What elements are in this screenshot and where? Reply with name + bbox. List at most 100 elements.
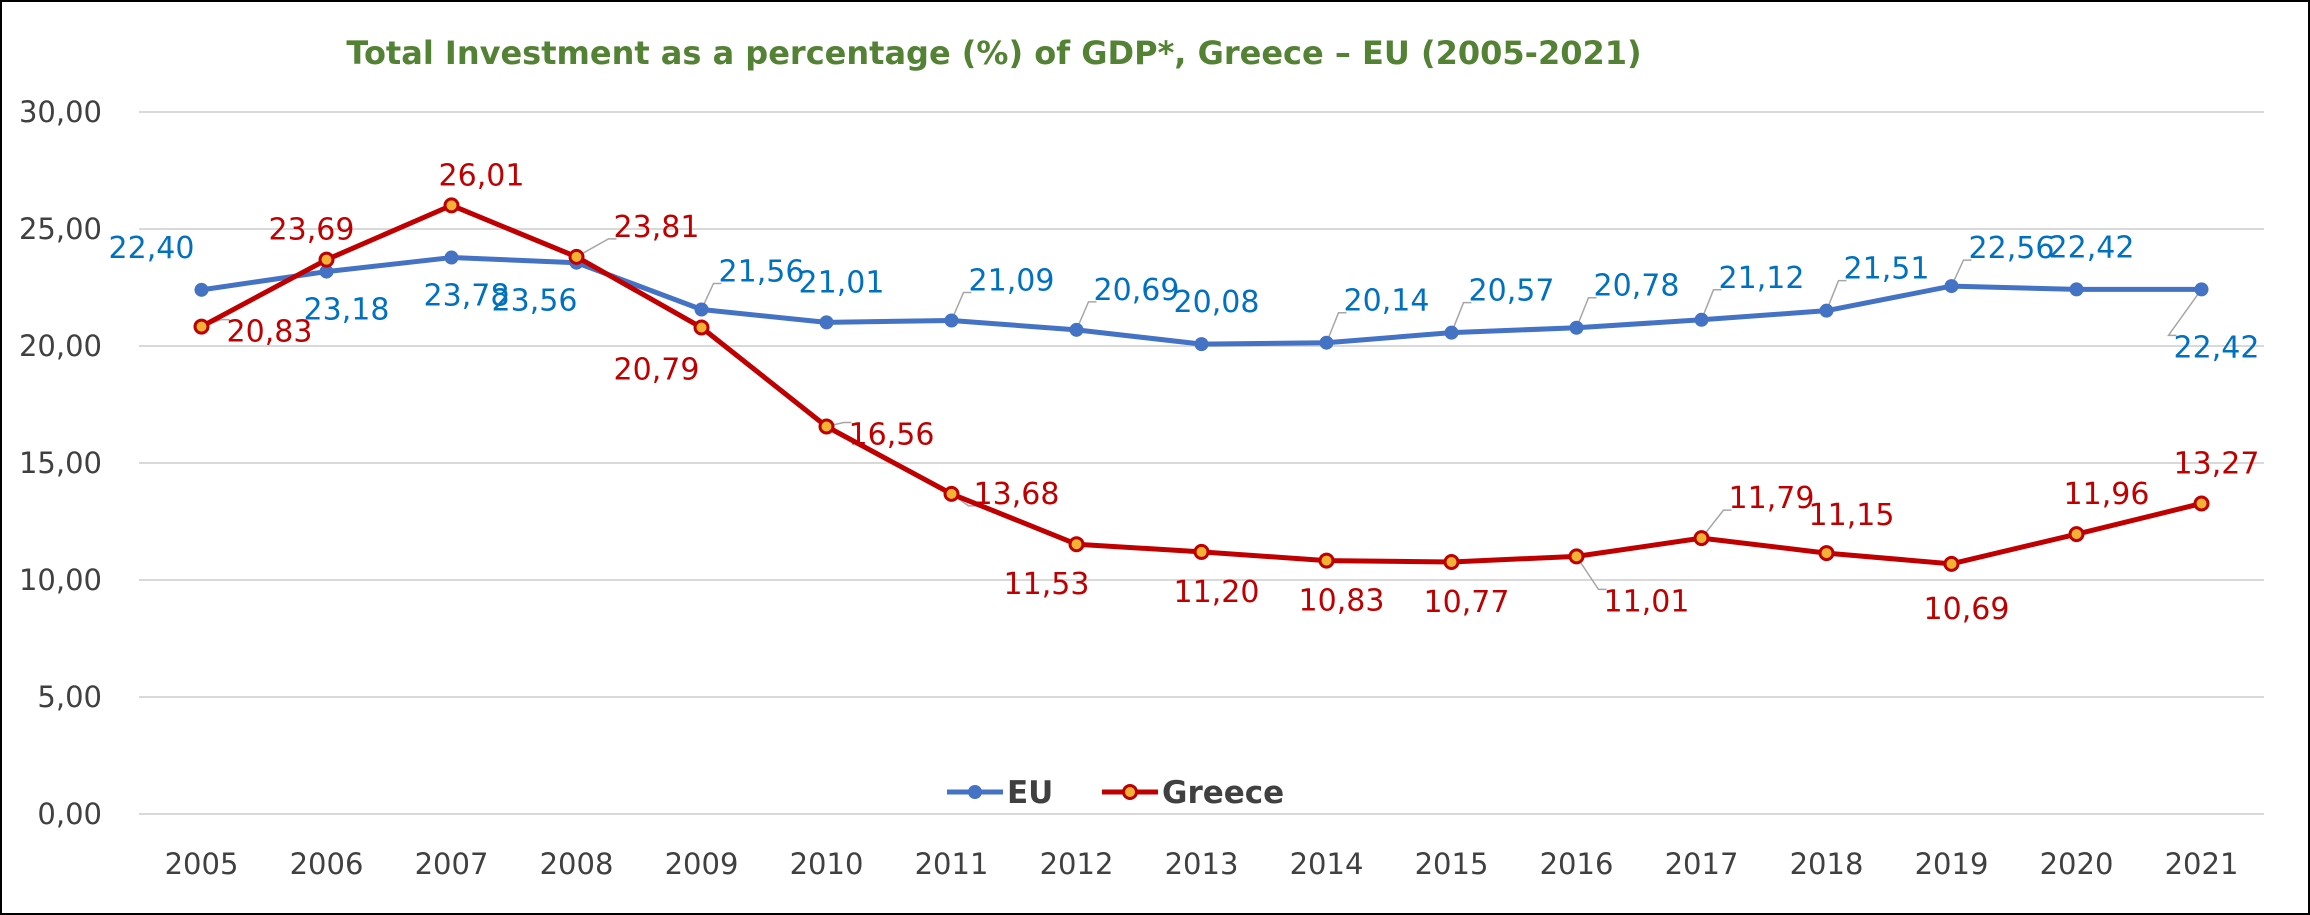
x-tick-label: 2021 xyxy=(2165,847,2239,881)
eu-legend-marker xyxy=(968,785,982,799)
y-tick-label: 25,00 xyxy=(19,212,102,246)
y-axis: 0,00 5,00 10,00 15,00 20,00 25,00 30,00 xyxy=(19,95,102,831)
greece-data-label: 11,96 xyxy=(2064,477,2150,512)
label-leader-line xyxy=(950,291,972,321)
greece-data-point xyxy=(693,319,710,336)
eu-data-point xyxy=(1819,303,1834,318)
eu-data-point xyxy=(1319,335,1334,350)
greece-data-label: 13,27 xyxy=(2174,446,2260,481)
label-leader-line xyxy=(1325,311,1347,344)
x-tick-label: 2011 xyxy=(915,847,989,881)
eu-data-label: 22,42 xyxy=(2049,230,2135,265)
greece-data-label: 10,69 xyxy=(1924,592,2010,627)
eu-data-point xyxy=(2194,282,2209,297)
greece-data-point xyxy=(2068,526,2085,543)
x-tick-label: 2007 xyxy=(415,847,489,881)
greece-data-label: 10,77 xyxy=(1424,585,1510,620)
label-leader-line xyxy=(1700,509,1732,539)
greece-legend-marker xyxy=(1122,784,1138,800)
label-leader-lines xyxy=(201,238,2203,591)
eu-data-label: 21,51 xyxy=(1844,252,1930,287)
x-tick-label: 2020 xyxy=(2040,847,2114,881)
greece-data-point xyxy=(1318,552,1335,569)
chart-title: Total Investment as a percentage (%) of … xyxy=(346,34,1641,72)
greece-data-point xyxy=(818,418,835,435)
x-tick-label: 2009 xyxy=(665,847,739,881)
eu-data-point xyxy=(694,302,709,317)
eu-data-label: 23,56 xyxy=(492,284,578,319)
eu-data-label: 20,14 xyxy=(1344,284,1430,319)
y-tick-label: 10,00 xyxy=(19,563,102,597)
label-leader-line xyxy=(1825,279,1847,311)
greece-data-label: 16,56 xyxy=(849,417,935,452)
eu-data-point xyxy=(194,282,209,297)
greece-data-label: 23,69 xyxy=(269,213,355,248)
eu-data-point xyxy=(1444,325,1459,340)
x-tick-label: 2017 xyxy=(1665,847,1739,881)
greece-data-point xyxy=(1818,545,1835,562)
y-tick-label: 15,00 xyxy=(19,446,102,480)
x-tick-label: 2013 xyxy=(1165,847,1239,881)
eu-data-label: 22,56 xyxy=(1969,231,2055,266)
eu-data-label: 21,12 xyxy=(1719,261,1805,296)
eu-data-label: 21,56 xyxy=(719,254,805,289)
greece-data-point xyxy=(443,197,460,214)
eu-data-point xyxy=(944,313,959,328)
greece-data-point xyxy=(318,251,335,268)
eu-data-point xyxy=(2069,282,2084,297)
eu-data-point xyxy=(444,250,459,265)
greece-data-point xyxy=(1443,553,1460,570)
eu-data-label: 21,09 xyxy=(969,263,1055,298)
label-leader-line xyxy=(576,238,617,258)
greece-data-label: 23,81 xyxy=(614,210,700,245)
greece-data-point xyxy=(1693,530,1710,547)
x-tick-label: 2005 xyxy=(165,847,239,881)
gridlines xyxy=(139,111,2264,815)
greece-data-label: 10,83 xyxy=(1299,584,1385,619)
label-leader-line xyxy=(2167,288,2203,337)
greece-data-point xyxy=(568,248,585,265)
eu-data-point xyxy=(1569,320,1584,335)
eu-data-label: 20,57 xyxy=(1469,274,1555,309)
legend: EU Greece xyxy=(947,775,1284,811)
eu-data-label: 23,18 xyxy=(304,293,390,328)
label-leader-line xyxy=(1575,296,1597,329)
eu-data-point xyxy=(1694,312,1709,327)
y-tick-label: 5,00 xyxy=(37,680,102,714)
eu-data-label: 22,40 xyxy=(109,231,195,266)
greece-data-label: 20,83 xyxy=(227,315,313,350)
eu-data-point xyxy=(1069,322,1084,337)
x-tick-label: 2010 xyxy=(790,847,864,881)
greece-data-label: 13,68 xyxy=(974,477,1060,512)
y-tick-label: 20,00 xyxy=(19,329,102,363)
x-tick-label: 2012 xyxy=(1040,847,1114,881)
greece-legend-label: Greece xyxy=(1162,775,1284,811)
eu-data-label: 20,08 xyxy=(1174,285,1260,320)
x-axis: 2005 2006 2007 2008 2009 2010 2011 2012 2013 2014… xyxy=(165,847,2239,881)
eu-data-label: 23,78 xyxy=(424,279,510,314)
eu-data-point xyxy=(1194,337,1209,352)
x-tick-label: 2014 xyxy=(1290,847,1364,881)
greece-data-point xyxy=(1943,555,1960,572)
x-tick-label: 2006 xyxy=(290,847,364,881)
x-tick-label: 2018 xyxy=(1790,847,1864,881)
x-tick-label: 2019 xyxy=(1915,847,1989,881)
greece-data-label: 11,53 xyxy=(1004,567,1090,602)
greece-data-point xyxy=(1568,548,1585,565)
greece-data-label: 11,79 xyxy=(1729,481,1815,516)
label-leader-line xyxy=(1575,555,1607,591)
greece-data-point xyxy=(1193,543,1210,560)
x-tick-label: 2015 xyxy=(1415,847,1489,881)
x-tick-label: 2008 xyxy=(540,847,614,881)
y-tick-label: 30,00 xyxy=(19,95,102,129)
series-lines xyxy=(193,197,2210,572)
eu-legend-label: EU xyxy=(1007,775,1053,811)
greece-data-point xyxy=(943,485,960,502)
y-tick-label: 0,00 xyxy=(37,797,102,831)
label-leader-line xyxy=(1450,301,1472,333)
greece-data-label: 20,79 xyxy=(614,353,700,388)
label-leader-line xyxy=(1700,289,1722,321)
